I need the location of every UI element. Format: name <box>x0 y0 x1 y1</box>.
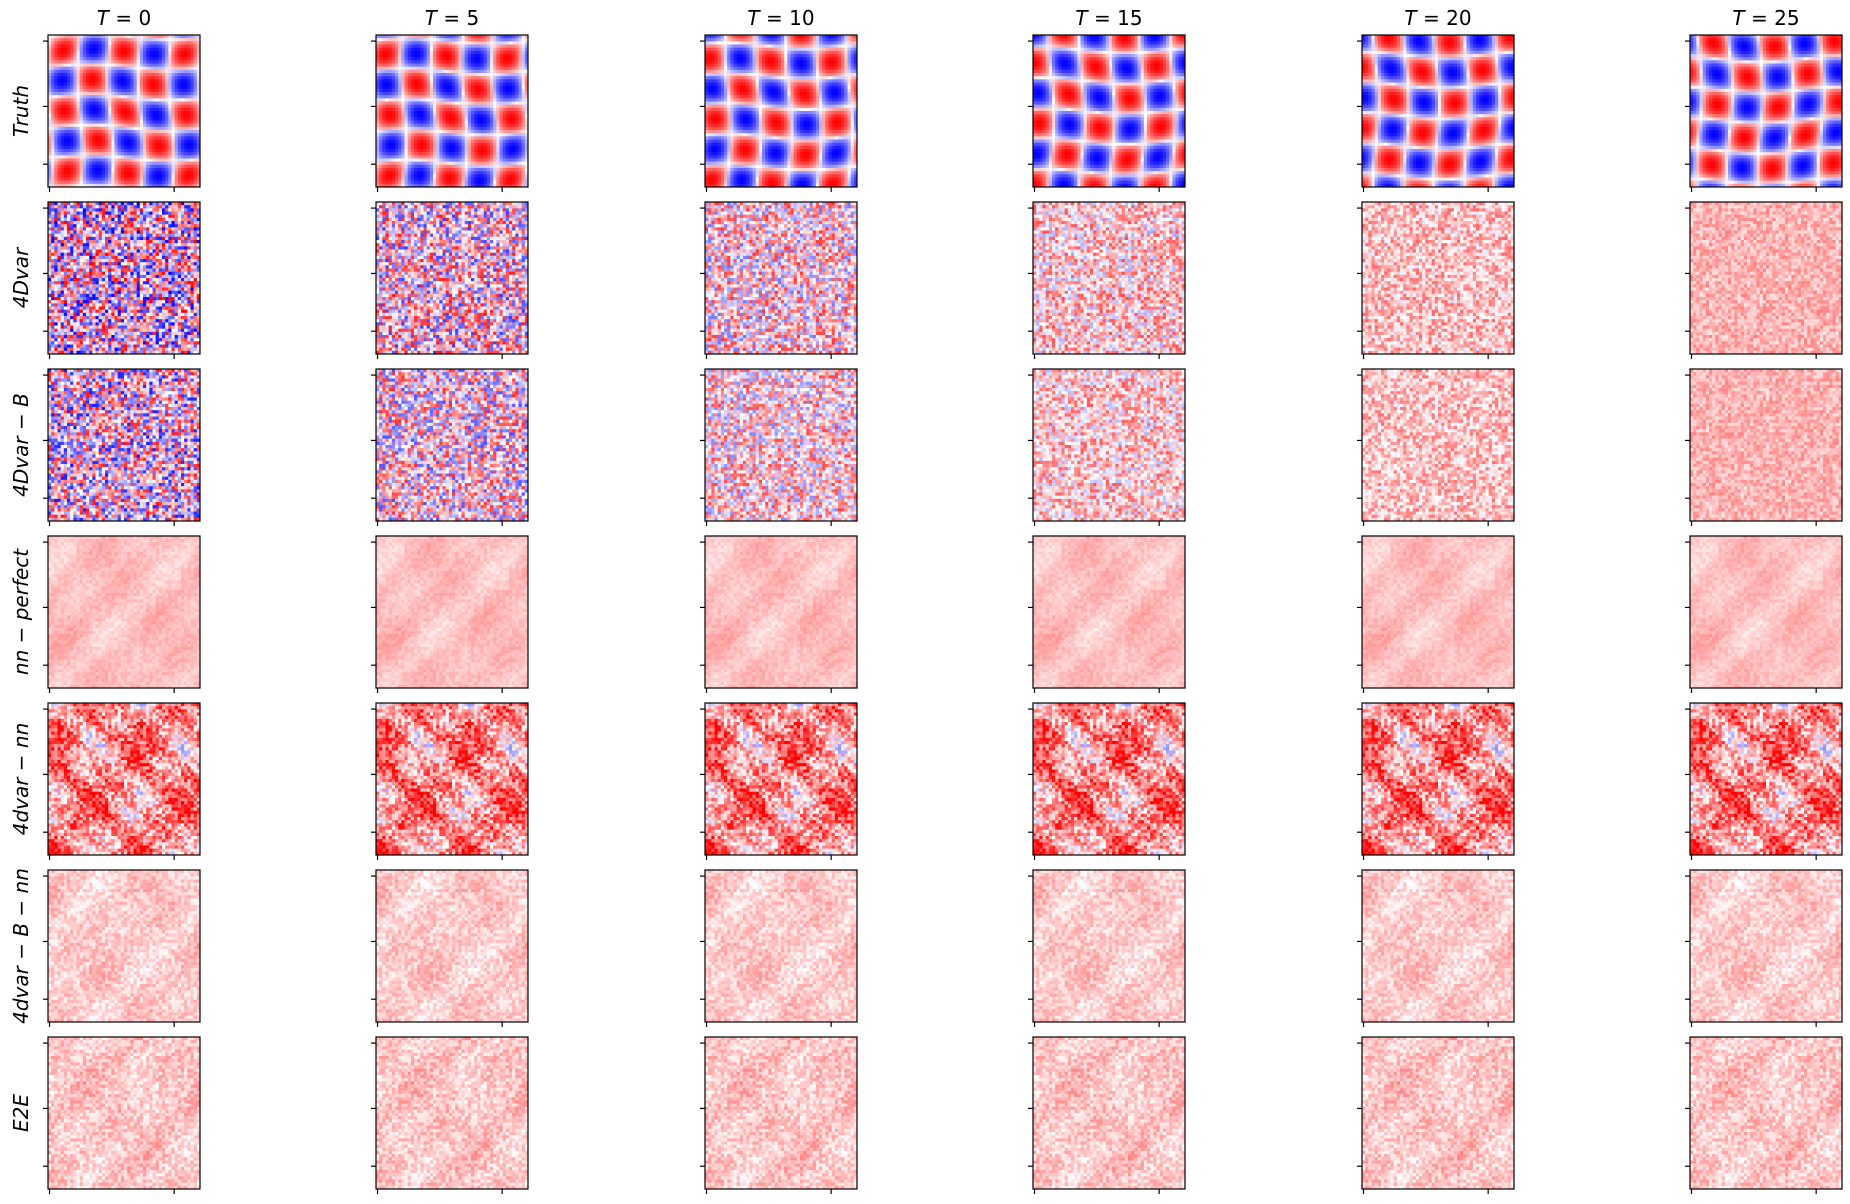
panel-r0-c2 <box>700 35 857 192</box>
panel-r5-c3 <box>1028 870 1185 1027</box>
panel-r6-c1 <box>371 1037 528 1194</box>
panel-r1-c2 <box>700 202 857 359</box>
panel-r2-c5 <box>1685 369 1842 526</box>
column-title-3: T = 15 <box>1075 6 1142 30</box>
panel-r4-c0 <box>43 703 200 860</box>
heatmap-panels <box>43 35 1842 1194</box>
column-title-1: T = 5 <box>425 6 479 30</box>
row-label-4: 4dvar − nn <box>9 723 33 836</box>
panel-r0-c1 <box>371 35 528 192</box>
panel-r6-c5 <box>1685 1037 1842 1194</box>
panel-r4-c3 <box>1028 703 1185 860</box>
row-label-1: 4Dvar <box>9 246 33 308</box>
panel-r5-c0 <box>43 870 200 1027</box>
column-title-0: T = 0 <box>97 6 151 30</box>
panel-r2-c1 <box>371 369 528 526</box>
panel-r2-c3 <box>1028 369 1185 526</box>
panel-r6-c4 <box>1357 1037 1514 1194</box>
panel-r2-c0 <box>43 369 200 526</box>
panel-r0-c4 <box>1357 35 1514 192</box>
panel-r1-c1 <box>371 202 528 359</box>
panel-r0-c5 <box>1685 35 1842 192</box>
row-labels: Truth 4Dvar 4Dvar − B nn − perfect 4dvar − n… <box>9 85 33 1132</box>
panel-r6-c0 <box>43 1037 200 1194</box>
row-label-3: nn − perfect <box>9 548 33 675</box>
panel-r1-c0 <box>43 202 200 359</box>
column-title-4: T = 20 <box>1404 6 1471 30</box>
panel-r6-c2 <box>700 1037 857 1194</box>
panel-r4-c1 <box>371 703 528 860</box>
panel-r5-c2 <box>700 870 857 1027</box>
panel-r2-c4 <box>1357 369 1514 526</box>
panel-r3-c1 <box>371 536 528 693</box>
panel-r1-c5 <box>1685 202 1842 359</box>
panel-r4-c2 <box>700 703 857 860</box>
panel-r5-c5 <box>1685 870 1842 1027</box>
column-titles: T = 0 T = 5 T = 10 T = 15 T = 20 T = 25 <box>97 6 1800 30</box>
panel-r5-c4 <box>1357 870 1514 1027</box>
panel-r4-c4 <box>1357 703 1514 860</box>
panel-r3-c4 <box>1357 536 1514 693</box>
panel-r6-c3 <box>1028 1037 1185 1194</box>
row-label-2: 4Dvar − B <box>9 393 33 497</box>
panel-r0-c0 <box>43 35 200 192</box>
panel-r3-c0 <box>43 536 200 693</box>
panel-r3-c5 <box>1685 536 1842 693</box>
row-label-6: E2E <box>9 1094 33 1132</box>
panel-r2-c2 <box>700 369 857 526</box>
panel-r3-c3 <box>1028 536 1185 693</box>
panel-r1-c4 <box>1357 202 1514 359</box>
panel-r5-c1 <box>371 870 528 1027</box>
row-label-5: 4dvar − B − nn <box>9 868 33 1024</box>
panel-r1-c3 <box>1028 202 1185 359</box>
panel-r0-c3 <box>1028 35 1185 192</box>
panel-r3-c2 <box>700 536 857 693</box>
row-label-0: Truth <box>9 85 33 137</box>
panel-r4-c5 <box>1685 703 1842 860</box>
column-title-5: T = 25 <box>1732 6 1799 30</box>
column-title-2: T = 10 <box>747 6 814 30</box>
